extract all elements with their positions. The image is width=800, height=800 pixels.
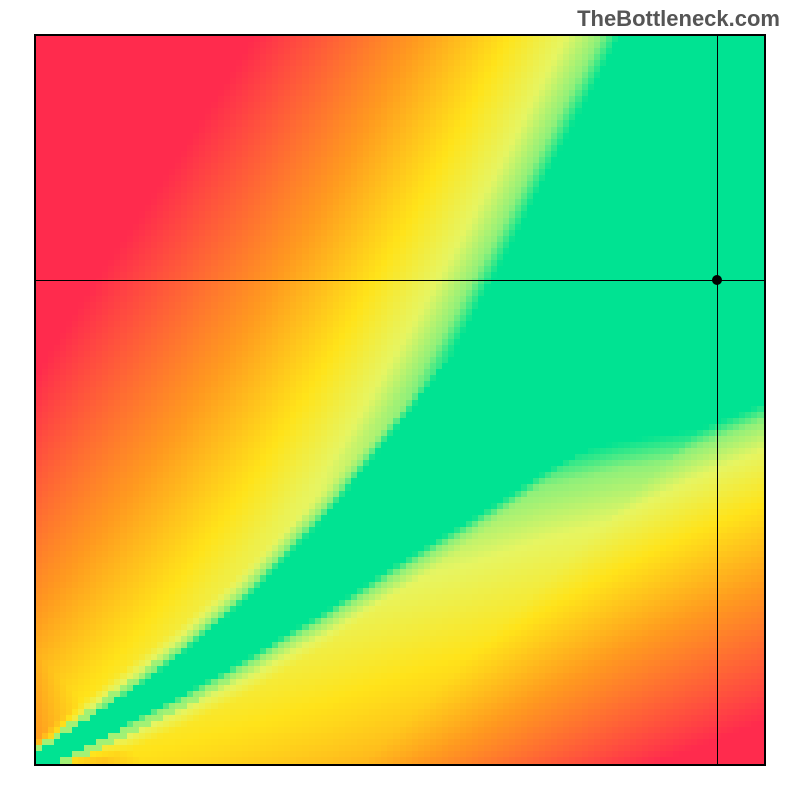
bottleneck-heatmap: [34, 34, 766, 766]
heatmap-canvas: [36, 36, 764, 764]
watermark-text: TheBottleneck.com: [577, 6, 780, 32]
